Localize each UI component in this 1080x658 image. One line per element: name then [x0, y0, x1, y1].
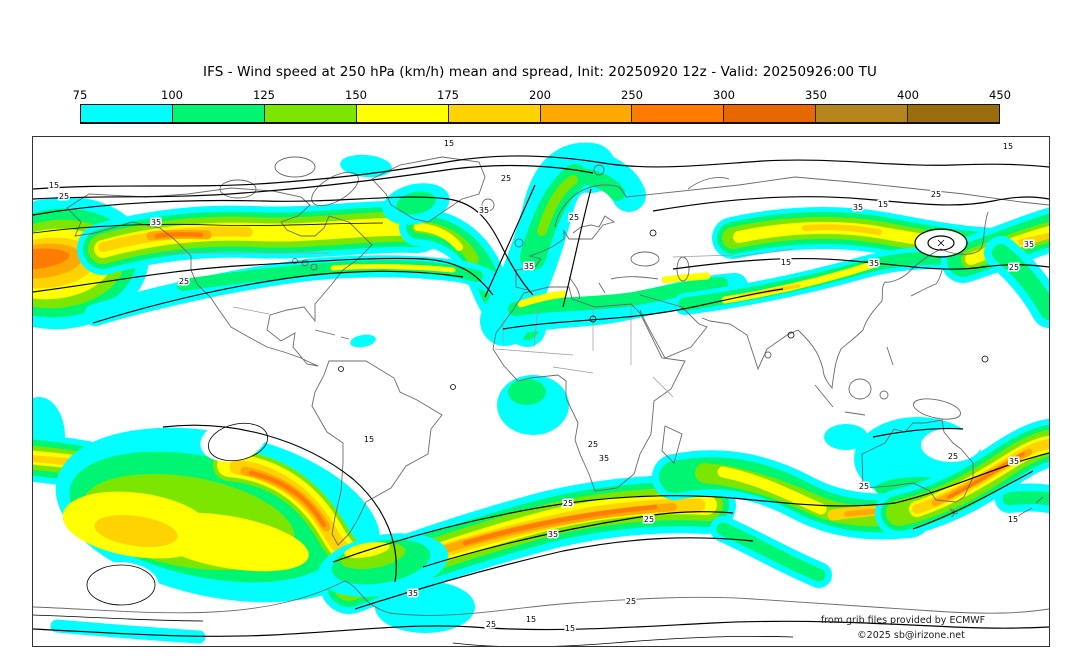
colorbar-tick-label: 200 — [529, 88, 551, 102]
colorbar-segment — [631, 105, 724, 122]
colorbar-segment — [723, 105, 816, 122]
contour-label: 25 — [948, 452, 958, 461]
contour-label: 35 — [1024, 240, 1034, 249]
colorbar-segment — [907, 105, 1000, 122]
colorbar-segment — [539, 105, 632, 122]
spread-contours — [33, 155, 1049, 646]
contour-label: 25 — [486, 620, 496, 629]
attribution-line1: from grib files provided by ECMWF — [821, 615, 985, 626]
contour-label: 15 — [49, 181, 59, 190]
contour-label: 25 — [626, 597, 636, 606]
colorbar-tick-label: 250 — [621, 88, 643, 102]
contour-label: 35 — [479, 206, 489, 215]
colorbar-segment — [171, 105, 264, 122]
colorbar-segment — [815, 105, 908, 122]
contour-label: 25 — [931, 190, 941, 199]
colorbar-tick-label: 150 — [345, 88, 367, 102]
contour-label: 35 — [599, 454, 609, 463]
contour-label: 15 — [1008, 515, 1018, 524]
coastlines — [33, 156, 1049, 616]
contour-label: 35 — [548, 530, 558, 539]
contour-label: 25 — [563, 499, 573, 508]
colorbar-tick-label: 450 — [989, 88, 1011, 102]
contour-label: 35 — [524, 262, 534, 271]
contour-label: 15 — [526, 615, 536, 624]
contour-label: 15 — [565, 624, 575, 633]
attribution: from grib files provided by ECMWF ©2025 … — [821, 615, 985, 641]
wind-fill-layers — [33, 142, 1049, 644]
colorbar-segment — [447, 105, 540, 122]
contour-label: 25 — [588, 440, 598, 449]
colorbar — [80, 104, 1000, 124]
colorbar-tick-label: 100 — [161, 88, 183, 102]
contour-label: 35 — [869, 259, 879, 268]
contour-label: 35 — [408, 589, 418, 598]
colorbar-segment — [355, 105, 448, 122]
colorbar-segment — [81, 105, 172, 122]
contour-label: 35 — [151, 218, 161, 227]
map-frame: 15 25 35 25 15 25 35 35 25 35 15 25 15 35 35 25 15 25 35 25… — [32, 136, 1050, 647]
colorbar-tick-label: 350 — [805, 88, 827, 102]
contour-label: 35 — [1009, 457, 1019, 466]
contour-label: 25 — [644, 515, 654, 524]
contour-label: 25 — [179, 277, 189, 286]
colorbar-segment — [263, 105, 356, 122]
contour-label: 25 — [569, 213, 579, 222]
colorbar-tick-label: 300 — [713, 88, 735, 102]
colorbar-tick-label: 400 — [897, 88, 919, 102]
contour-label: 15 — [878, 200, 888, 209]
attribution-line2: ©2025 sb@irizone.net — [857, 630, 965, 641]
contour-label: 15 — [444, 139, 454, 148]
colorbar-ticks: 75 100 125 150 175 200 250 300 350 400 450 — [73, 88, 1011, 102]
colorbar-tick-label: 125 — [253, 88, 275, 102]
contour-label: 15 — [1003, 142, 1013, 151]
contour-label: 25 — [501, 174, 511, 183]
chart-title: IFS - Wind speed at 250 hPa (km/h) mean … — [203, 64, 877, 80]
contour-label: 25 — [59, 192, 69, 201]
contour-label: 35 — [853, 203, 863, 212]
contour-label: 15 — [781, 258, 791, 267]
contour-label: 25 — [859, 482, 869, 491]
contour-label: 25 — [1009, 263, 1019, 272]
colorbar-tick-label: 175 — [437, 88, 459, 102]
contour-label: 15 — [364, 435, 374, 444]
colorbar-tick-label: 75 — [72, 88, 88, 102]
